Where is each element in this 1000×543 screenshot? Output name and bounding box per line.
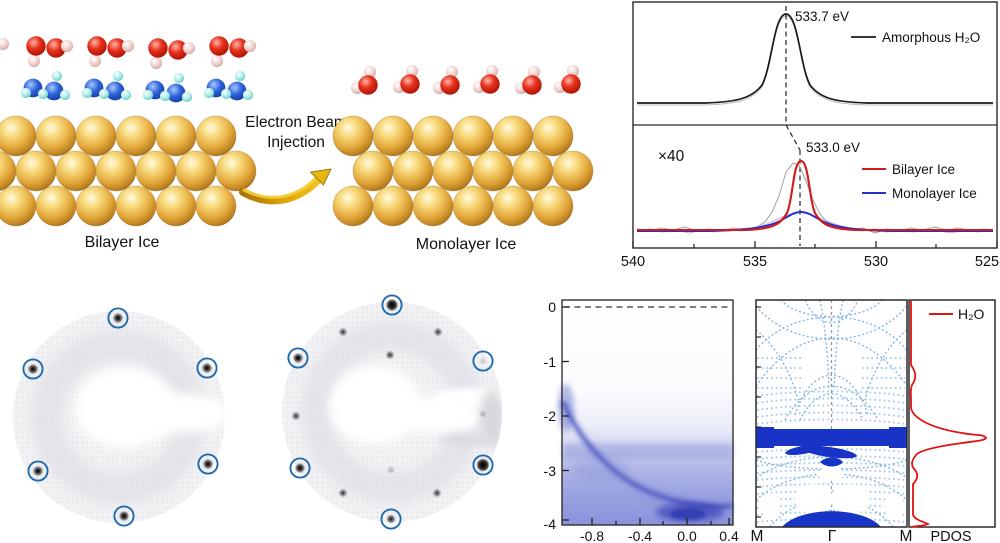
amorphous-h2o-curve <box>637 13 993 104</box>
monolayer-ice-curve <box>637 211 993 232</box>
bands-y-ticks <box>756 306 761 518</box>
monolayer-legend-label: Monolayer Ice <box>892 186 977 201</box>
band-white-gaps <box>760 467 904 517</box>
k-label-M-right: M <box>900 528 913 543</box>
arrow-label-line1: Electron Beam <box>245 114 347 131</box>
leed-pattern-1 <box>13 308 225 525</box>
electron-beam-arrow <box>239 168 332 205</box>
amorphous-legend-label: Amorphous H₂O <box>882 30 980 45</box>
gold-substrate-right <box>332 115 594 227</box>
xps-top-legend: Amorphous H₂O <box>851 30 980 45</box>
monolayer-water-layer <box>351 65 581 95</box>
arpes-frame <box>561 299 734 526</box>
k-label-gamma: Γ <box>828 528 837 543</box>
monolayer-label: Monolayer Ice <box>416 236 517 253</box>
arpes-x-tick-labels: -0.8 -0.4 0.0 0.4 <box>580 528 739 543</box>
xps-x-tick-535: 535 <box>743 254 767 270</box>
bands-frame <box>755 299 908 528</box>
arpes-y-1: -1 <box>544 354 557 370</box>
leed1-shading <box>32 330 225 504</box>
xps-x-tick-530: 530 <box>864 254 888 270</box>
xps-top-peak-annotation: 533.7 eV <box>795 9 849 24</box>
xps-x-tick-525: 525 <box>975 254 999 270</box>
xps-x-axis-ticks <box>632 241 998 248</box>
pdos-frame <box>908 299 996 528</box>
arpes-y-2: -2 <box>544 408 557 424</box>
xps-panel: 533.7 eV Amorphous H₂O ×40 533.0 eV Bila… <box>621 1 999 270</box>
bilayer-legend-label: Bilayer Ice <box>892 162 955 177</box>
electron-beam-arrow-group: Electron Beam Injection <box>239 114 347 205</box>
arpes-y-3: -3 <box>544 463 557 479</box>
bilayer-water-top-layer <box>0 36 256 69</box>
arpes-panel: 0 -1 -2 -3 -4 -0.8 -0.4 0.0 0.4 <box>544 299 739 543</box>
xps-bottom-peak-annotation: 533.0 eV <box>806 140 860 155</box>
band-structure-panel: M Γ M <box>751 299 913 543</box>
leed2-circled-spots <box>288 294 494 530</box>
flat-band-manifold <box>756 427 907 527</box>
pdos-axis-label: PDOS <box>930 529 971 543</box>
arpes-x-p04: 0.4 <box>719 528 739 543</box>
monolayer-structure: Monolayer Ice <box>332 65 594 253</box>
xps-bottom-legend: Bilayer Ice Monolayer Ice <box>862 162 977 201</box>
bilayer-ice-curve <box>637 159 993 232</box>
arpes-x-00: 0.0 <box>677 528 697 543</box>
bilayer-label: Bilayer Ice <box>85 234 160 251</box>
pdos-legend: H₂O <box>929 306 985 322</box>
arpes-y-0: 0 <box>548 299 556 315</box>
bilayer-water-bottom-layer <box>21 71 253 103</box>
k-label-M-left: M <box>751 528 764 543</box>
arpes-x-08: -0.8 <box>580 528 604 543</box>
leed2-shading <box>301 321 502 503</box>
arpes-y-tick-labels: 0 -1 -2 -3 -4 <box>544 299 557 532</box>
arpes-x-04: -0.4 <box>628 528 652 543</box>
bilayer-structure: Bilayer Ice <box>0 36 257 251</box>
gold-substrate-left <box>0 115 257 227</box>
xps-scale-factor: ×40 <box>658 148 685 165</box>
arrow-label-line2: Injection <box>267 134 325 151</box>
arpes-ticks <box>562 306 730 525</box>
leed-pattern-2 <box>282 294 502 530</box>
xps-dashed-guides <box>785 6 801 246</box>
pdos-legend-label: H₂O <box>958 306 985 322</box>
xps-x-tick-540: 540 <box>621 254 645 270</box>
arpes-features <box>558 384 733 522</box>
pdos-h2o-curve <box>909 301 988 528</box>
arpes-y-4: -4 <box>544 516 557 532</box>
pdos-panel: H₂O PDOS <box>908 299 996 543</box>
